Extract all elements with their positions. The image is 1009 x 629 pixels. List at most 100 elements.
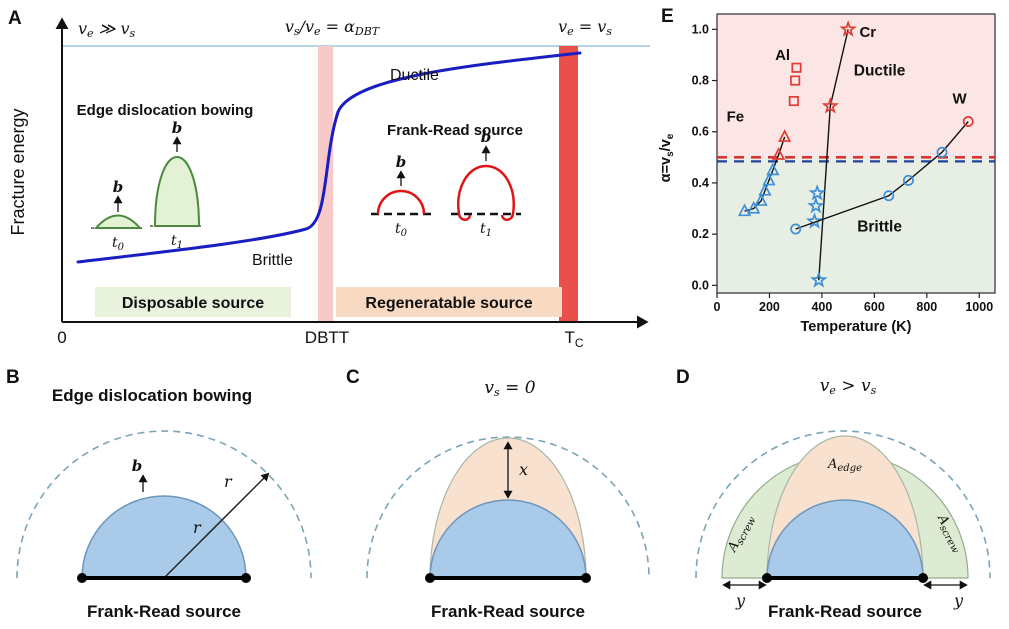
bowed-loop-blue: [81, 495, 247, 579]
x-tick-label: 200: [759, 300, 780, 314]
chart-series: [737, 20, 974, 288]
edge-bowing-title: Edge dislocation bowing: [77, 102, 254, 119]
frank-read-title: Frank-Read source: [387, 122, 523, 139]
panel-a: A Fracture energy ve ≫ vs vs/ve = αDBT v…: [8, 8, 650, 350]
label-ve-equals-vs: ve = vs: [558, 17, 612, 38]
brittle-region: [717, 157, 995, 293]
plot-frame: [716, 13, 996, 294]
red-loop-curled: [457, 164, 515, 221]
x-tick-label: 600: [864, 300, 885, 314]
al-data-point: [790, 75, 801, 86]
fe-data-point: [758, 182, 772, 196]
regeneratable-source-box: [336, 287, 562, 317]
radius-arrow: [163, 472, 270, 579]
chart-annotations: Fe Al Cr W Ductile Brittle: [727, 24, 968, 236]
label-alpha-dbt: vs/ve = αDBT: [285, 17, 381, 38]
edge-loop-t0-sketch: b t0: [91, 178, 145, 253]
y-tick-label: 0.2: [692, 227, 709, 241]
fe-data-point: [754, 193, 768, 206]
bowed-loop-blue: [429, 499, 587, 579]
fe-data-point: [762, 172, 776, 186]
radius-outer-label: r: [224, 472, 233, 491]
radius-inner-label: r: [193, 518, 202, 537]
y-axis-title: α=vs/ve: [658, 133, 676, 182]
w-data-point: [790, 223, 802, 235]
frank-read-t1-sketch: b t1: [451, 128, 521, 239]
y-tick-label: 0.4: [692, 176, 709, 190]
pinning-point-right: [581, 573, 591, 583]
y-tick-label: 1.0: [692, 22, 709, 36]
x-tick-label: 0: [714, 300, 721, 314]
w-data-point: [962, 116, 974, 127]
fe-data-point: [737, 203, 752, 217]
tc-band: [559, 46, 578, 322]
chart-axes: 0 200 400 600 800 1000 0.0 0.2 0.4 0.6 0.8 1.0: [692, 13, 996, 314]
time-t0-label: t0: [112, 235, 125, 253]
x-tick-label: 1000: [965, 300, 993, 314]
panel-b-caption: Frank-Read source: [87, 602, 241, 621]
cr-data-point: [808, 184, 826, 201]
ductile-region-label: Ductile: [854, 62, 906, 79]
time-t0-label: t0: [395, 221, 408, 239]
edge-loop-small: [93, 214, 143, 229]
edge-loop-t1-sketch: b t1: [150, 119, 204, 251]
panel-d-label: D: [676, 367, 690, 388]
x-tick-label: 800: [916, 300, 937, 314]
burgers-vector-label: b: [172, 119, 183, 137]
dbt-threshold-lines: [717, 156, 995, 163]
ductile-region: [717, 14, 995, 158]
fe-data-point: [766, 162, 780, 176]
area-edge-label: Aedge: [827, 457, 862, 474]
x-extent-label: x: [519, 460, 528, 479]
fe-data-point: [772, 147, 786, 160]
cr-data-point: [821, 97, 839, 114]
disposable-source-box: [95, 287, 291, 317]
disposable-source-label: Disposable source: [122, 295, 264, 312]
fe-series-label: Fe: [727, 109, 745, 126]
burgers-vector-label: b: [132, 457, 143, 475]
x-axis-title: Temperature (K): [801, 319, 912, 335]
pinning-point-right: [241, 573, 251, 583]
panel-d: D ve > vs Aedge Ascrew Ascrew y y Frank-…: [676, 367, 991, 621]
panel-b-label: B: [6, 367, 20, 388]
frank-read-t0-sketch: b t0: [371, 153, 431, 239]
panel-c-label: C: [346, 367, 360, 388]
pinning-point-left: [762, 573, 772, 583]
w-series-line: [795, 121, 969, 230]
pinning-point-left: [77, 573, 87, 583]
fracture-energy-curve: [76, 51, 582, 264]
outer-dashed-arc: [695, 430, 991, 579]
w-series-label: W: [953, 91, 968, 108]
panel-b: B Edge dislocation bowing b r r Frank-Re…: [6, 367, 312, 621]
cr-series-label: Cr: [859, 24, 876, 41]
panel-e-chart: 0 200 400 600 800 1000 0.0 0.2 0.4 0.6 0.8 1.0 Fe Al…: [658, 6, 996, 335]
panel-d-caption: Frank-Read source: [768, 602, 922, 621]
panel-c: C vs = 0 x Frank-Read source: [346, 367, 650, 621]
y-extent-right-label: y: [953, 591, 964, 610]
origin-label: 0: [57, 328, 66, 347]
panel-d-title: ve > vs: [820, 376, 877, 397]
al-series-label: Al: [775, 47, 790, 64]
time-t1-label: t1: [171, 233, 183, 251]
label-ve-much-greater-vs: ve ≫ vs: [78, 19, 136, 40]
time-t1-label: t1: [480, 221, 492, 239]
tc-label: TC: [564, 328, 583, 350]
fe-data-point: [778, 129, 792, 142]
fe-series-line: [744, 136, 786, 212]
burgers-vector-label: b: [113, 178, 124, 196]
ductile-label: Ductile: [390, 67, 439, 84]
panel-a-label: A: [8, 8, 22, 29]
burgers-vector-label: b: [481, 128, 492, 146]
w-data-point: [903, 174, 914, 186]
outer-dashed-arc: [366, 436, 650, 579]
outer-dashed-arc: [16, 430, 312, 579]
al-data-point: [791, 62, 802, 73]
panel-c-caption: Frank-Read source: [431, 602, 585, 621]
cr-data-point: [839, 20, 857, 37]
panel-c-title: vs = 0: [484, 378, 535, 399]
chart-regions: [717, 14, 995, 293]
panel-b-title: Edge dislocation bowing: [52, 386, 252, 405]
y-tick-label: 0.6: [692, 125, 709, 139]
bowed-loop-blue: [766, 499, 924, 579]
